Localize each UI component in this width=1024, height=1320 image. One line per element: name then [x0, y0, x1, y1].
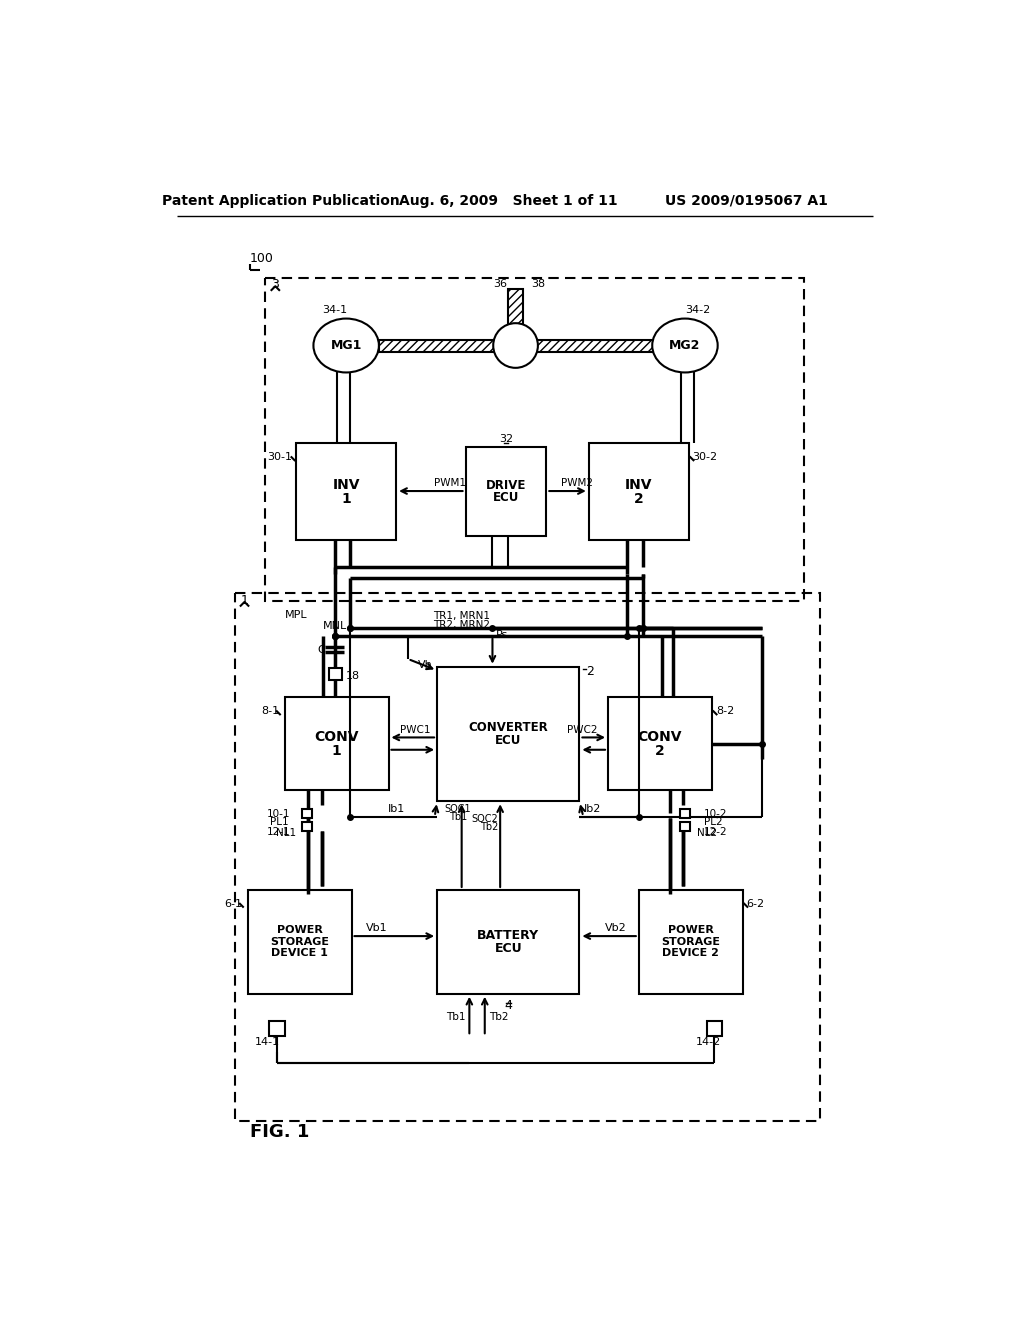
Bar: [680, 822, 689, 832]
Bar: [608, 697, 712, 789]
Ellipse shape: [652, 318, 718, 372]
Text: ECU: ECU: [495, 941, 522, 954]
Text: 18: 18: [346, 671, 360, 681]
Bar: [248, 890, 351, 994]
Text: 38: 38: [531, 279, 545, 289]
Text: 34-2: 34-2: [685, 305, 711, 315]
Text: STORAGE: STORAGE: [662, 937, 720, 946]
Text: Ib1: Ib1: [388, 804, 404, 814]
Text: 1: 1: [341, 492, 351, 506]
Bar: [302, 809, 311, 818]
Text: 2: 2: [655, 744, 665, 758]
Bar: [269, 1020, 285, 1036]
Text: Patent Application Publication: Patent Application Publication: [162, 194, 399, 207]
Text: 2: 2: [634, 492, 644, 506]
Text: Aug. 6, 2009   Sheet 1 of 11: Aug. 6, 2009 Sheet 1 of 11: [398, 194, 617, 207]
Text: MPL: MPL: [285, 610, 307, 620]
Bar: [234, 594, 819, 1121]
Text: DEVICE 2: DEVICE 2: [663, 949, 719, 958]
Text: Ib2: Ib2: [584, 804, 601, 814]
Text: 8-2: 8-2: [716, 706, 734, 717]
Bar: [285, 697, 388, 789]
Text: POWER: POWER: [668, 925, 714, 936]
Text: TR1, MRN1: TR1, MRN1: [433, 611, 490, 620]
Bar: [296, 444, 396, 540]
Bar: [302, 822, 311, 832]
Text: Ps: Ps: [497, 630, 509, 640]
Text: DEVICE 1: DEVICE 1: [271, 949, 328, 958]
Text: 14-2: 14-2: [695, 1038, 721, 1047]
Text: CONV: CONV: [314, 730, 358, 744]
Text: CONV: CONV: [638, 730, 682, 744]
Text: 8-1: 8-1: [261, 706, 280, 717]
Text: MNL: MNL: [323, 620, 347, 631]
Text: 32: 32: [499, 434, 513, 445]
Text: 1: 1: [332, 744, 341, 758]
Text: 6-2: 6-2: [746, 899, 765, 908]
Bar: [466, 447, 547, 536]
Text: NL2: NL2: [696, 828, 717, 838]
Text: CONVERTER: CONVERTER: [468, 721, 548, 734]
Text: US 2009/0195067 A1: US 2009/0195067 A1: [666, 194, 828, 207]
Text: Tb1: Tb1: [446, 1012, 466, 1022]
Text: PL1: PL1: [269, 817, 289, 828]
Text: BATTERY: BATTERY: [477, 929, 540, 942]
Text: TR2, MRN2: TR2, MRN2: [433, 620, 490, 630]
Bar: [508, 289, 523, 343]
Text: PWM1: PWM1: [434, 478, 466, 488]
Text: 2: 2: [586, 665, 594, 677]
Text: SOC2: SOC2: [472, 814, 499, 824]
Text: 14-1: 14-1: [255, 1038, 281, 1047]
Bar: [589, 444, 689, 540]
Text: ECU: ECU: [495, 734, 521, 747]
Text: 12-2: 12-2: [703, 828, 727, 837]
Ellipse shape: [313, 318, 379, 372]
Text: POWER: POWER: [276, 925, 323, 936]
Bar: [330, 668, 342, 681]
Bar: [639, 890, 742, 994]
Text: PL2: PL2: [705, 817, 723, 828]
Text: DRIVE: DRIVE: [485, 479, 526, 492]
Text: SOC1: SOC1: [444, 804, 471, 814]
Text: Tb2: Tb2: [480, 822, 499, 832]
Text: FIG. 1: FIG. 1: [250, 1123, 309, 1142]
Text: 10-1: 10-1: [267, 809, 291, 818]
Text: INV: INV: [625, 478, 652, 492]
Text: PWM2: PWM2: [561, 478, 593, 488]
Text: 30-1: 30-1: [267, 453, 292, 462]
Bar: [437, 890, 580, 994]
Text: 4: 4: [504, 999, 512, 1012]
Text: MG2: MG2: [670, 339, 700, 352]
Text: Vb1: Vb1: [367, 924, 388, 933]
Text: Vh: Vh: [418, 660, 433, 671]
Bar: [265, 277, 804, 601]
Text: Tb2: Tb2: [488, 1012, 508, 1022]
Text: PWC2: PWC2: [567, 725, 598, 735]
Text: Tb1: Tb1: [449, 812, 467, 822]
Text: PWC1: PWC1: [400, 725, 431, 735]
Text: INV: INV: [333, 478, 359, 492]
Text: 3: 3: [271, 279, 280, 292]
Text: 6-1: 6-1: [224, 899, 243, 908]
Bar: [437, 667, 580, 801]
Text: 36: 36: [494, 279, 507, 289]
Text: MG1: MG1: [331, 339, 361, 352]
Text: 34-1: 34-1: [322, 305, 347, 315]
Bar: [680, 809, 689, 818]
Text: NL1: NL1: [276, 828, 296, 838]
Text: C: C: [317, 644, 326, 655]
Bar: [379, 341, 654, 351]
Text: 30-2: 30-2: [692, 453, 718, 462]
Bar: [707, 1020, 722, 1036]
Text: ECU: ECU: [493, 491, 519, 504]
Text: STORAGE: STORAGE: [270, 937, 329, 946]
Text: 1: 1: [241, 594, 249, 607]
Text: 12-1: 12-1: [267, 828, 291, 837]
Text: Vb2: Vb2: [605, 924, 627, 933]
Ellipse shape: [494, 323, 538, 368]
Text: 10-2: 10-2: [703, 809, 727, 818]
Text: 100: 100: [250, 252, 273, 265]
